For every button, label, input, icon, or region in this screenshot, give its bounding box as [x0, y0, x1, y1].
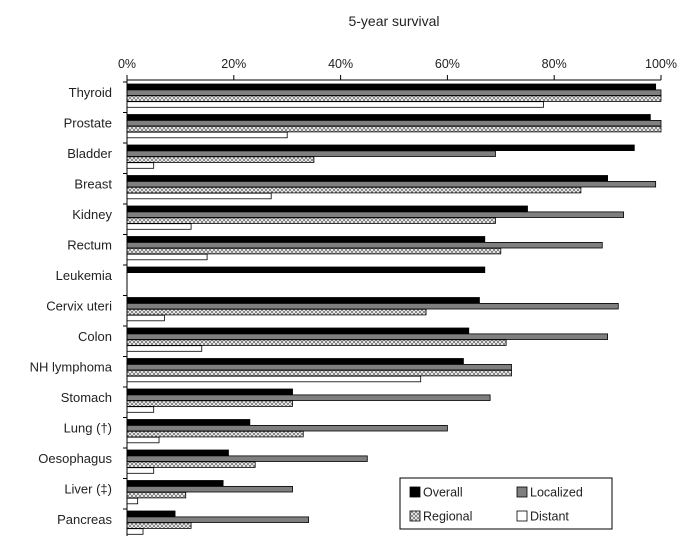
bar — [126, 528, 144, 535]
legend-label: Regional — [423, 510, 472, 524]
category-label: Rectum — [67, 238, 112, 253]
legend-label: Overall — [423, 486, 463, 500]
bar — [126, 95, 662, 102]
bar — [126, 436, 160, 444]
bar — [126, 266, 486, 273]
bar — [126, 217, 496, 224]
bar — [126, 241, 603, 249]
bar — [126, 327, 470, 334]
x-tick-label: 0% — [118, 57, 136, 71]
bar — [126, 345, 203, 352]
bar — [126, 424, 448, 432]
legend-swatch — [516, 486, 528, 498]
bar — [126, 461, 256, 468]
category-label: Stomach — [61, 390, 112, 405]
x-tick-label: 60% — [435, 57, 460, 71]
legend-label: Localized — [530, 486, 583, 500]
bar — [126, 400, 293, 407]
bar — [126, 308, 427, 316]
bar — [126, 314, 165, 322]
bar — [126, 236, 486, 243]
bar — [126, 455, 368, 462]
bar — [126, 333, 609, 340]
x-tick-label: 40% — [328, 57, 353, 71]
bar — [126, 480, 224, 487]
category-label: NH lymphoma — [30, 360, 113, 375]
bar — [126, 449, 229, 456]
bar — [126, 150, 496, 157]
bar — [126, 297, 480, 304]
category-label: Thyroid — [69, 85, 112, 100]
x-tick-label: 80% — [542, 57, 567, 71]
x-tick-label: 100% — [645, 57, 677, 71]
bar — [126, 388, 293, 395]
category-label: Cervix uteri — [46, 299, 112, 314]
bar — [126, 430, 304, 438]
bar — [126, 522, 192, 529]
bar — [126, 485, 293, 493]
category-label: Colon — [78, 329, 112, 344]
legend-label: Distant — [530, 510, 569, 524]
bar — [126, 114, 651, 121]
category-label: Oesophagus — [38, 451, 112, 466]
bar — [126, 211, 625, 218]
bar — [126, 162, 155, 169]
category-label: Bladder — [67, 146, 112, 161]
bar — [126, 510, 176, 517]
bar — [126, 120, 662, 127]
bar — [126, 497, 139, 505]
bar — [126, 394, 491, 401]
bar — [126, 144, 635, 151]
bar — [126, 156, 315, 163]
category-label: Prostate — [64, 116, 112, 131]
bar — [126, 363, 512, 371]
bar — [126, 83, 657, 90]
legend-swatch — [516, 510, 528, 522]
x-tick-label: 20% — [221, 57, 246, 71]
bar — [126, 467, 155, 474]
bar — [126, 180, 657, 188]
bar — [126, 406, 155, 413]
bar — [126, 419, 251, 426]
category-label: Kidney — [72, 207, 112, 222]
bar — [126, 186, 582, 194]
bar — [126, 369, 512, 377]
bar — [126, 101, 544, 108]
legend-swatch — [409, 486, 421, 498]
x-axis-title: 5-year survival — [348, 13, 439, 29]
category-label: Pancreas — [57, 512, 112, 527]
legend: Overall Localized Regional Distant — [399, 477, 613, 530]
legend-box — [399, 477, 613, 530]
category-label: Liver (‡) — [64, 482, 112, 497]
bar — [126, 302, 619, 310]
bar — [126, 131, 288, 139]
bar — [126, 253, 208, 261]
legend-swatch — [409, 510, 421, 522]
bar — [126, 516, 309, 523]
bar — [126, 375, 422, 383]
category-label: Lung (†) — [64, 421, 112, 436]
bar — [126, 89, 662, 96]
bar — [126, 223, 192, 230]
bar — [126, 205, 528, 212]
category-label: Breast — [74, 177, 112, 192]
bar — [126, 491, 187, 499]
bar — [126, 175, 609, 182]
bar — [126, 247, 502, 255]
bar — [126, 192, 272, 200]
category-label: Leukemia — [56, 268, 113, 283]
bar — [126, 358, 464, 365]
bar — [126, 125, 662, 133]
bar — [126, 339, 507, 346]
